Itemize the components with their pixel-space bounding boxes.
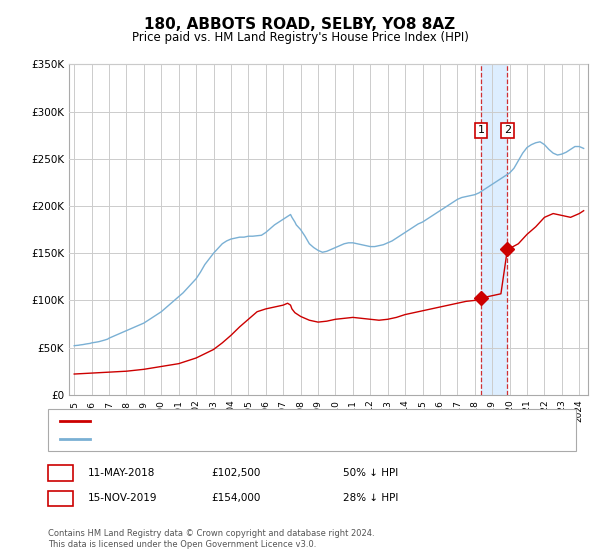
Text: Contains HM Land Registry data © Crown copyright and database right 2024.
This d: Contains HM Land Registry data © Crown c…: [48, 529, 374, 549]
Text: HPI: Average price, semi-detached house, North Yorkshire: HPI: Average price, semi-detached house,…: [96, 434, 378, 444]
Text: 1: 1: [478, 125, 485, 136]
Text: 180, ABBOTS ROAD, SELBY, YO8 8AZ (semi-detached house): 180, ABBOTS ROAD, SELBY, YO8 8AZ (semi-d…: [96, 416, 392, 426]
Text: 2: 2: [504, 125, 511, 136]
Bar: [481, 64, 508, 395]
Text: £154,000: £154,000: [211, 493, 260, 503]
Text: 2: 2: [57, 493, 64, 503]
Text: 15-NOV-2019: 15-NOV-2019: [88, 493, 158, 503]
Text: Price paid vs. HM Land Registry's House Price Index (HPI): Price paid vs. HM Land Registry's House …: [131, 31, 469, 44]
Text: £102,500: £102,500: [211, 468, 260, 478]
Text: 180, ABBOTS ROAD, SELBY, YO8 8AZ: 180, ABBOTS ROAD, SELBY, YO8 8AZ: [145, 17, 455, 32]
Text: 11-MAY-2018: 11-MAY-2018: [88, 468, 155, 478]
Text: 1: 1: [57, 468, 64, 478]
Text: 50% ↓ HPI: 50% ↓ HPI: [343, 468, 398, 478]
Text: 28% ↓ HPI: 28% ↓ HPI: [343, 493, 398, 503]
